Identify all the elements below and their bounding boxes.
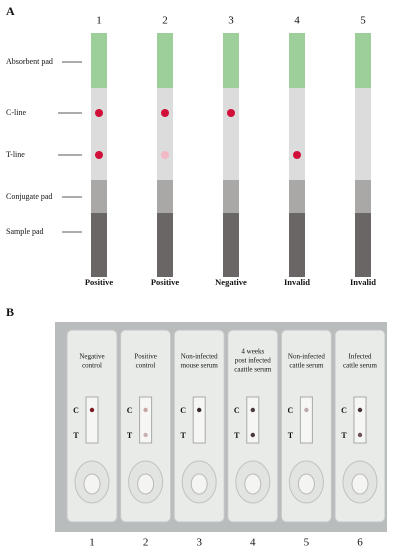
cassette-caption: mouse serum: [181, 362, 219, 370]
conjugate-pad: [355, 180, 371, 213]
t-line-dot: [293, 151, 301, 159]
t-dot: [250, 432, 255, 438]
c-dot: [143, 407, 148, 413]
c-line-dot: [161, 109, 169, 117]
t-label: T: [73, 431, 79, 440]
sample-well: [351, 473, 369, 495]
panel-label: B: [6, 305, 14, 319]
c-label: C: [127, 406, 133, 415]
sample-well: [137, 473, 155, 495]
cassette-caption: Non-infected: [288, 353, 325, 361]
c-dot: [89, 407, 95, 413]
c-dot: [304, 407, 309, 413]
window: [139, 396, 153, 444]
t-line-dot: [161, 151, 169, 159]
t-label: T: [288, 431, 294, 440]
absorbent-pad: [289, 33, 305, 88]
window: [353, 396, 367, 444]
cassette-caption: cattle serum: [343, 362, 378, 370]
cassette-caption: cattle serum: [289, 362, 324, 370]
c-line-dot: [227, 109, 235, 117]
absorbent-pad: [91, 33, 107, 88]
panel-label: A: [6, 4, 15, 18]
sample-pad: [355, 213, 371, 277]
t-dot: [143, 432, 148, 438]
result-label: Negative: [215, 277, 247, 287]
t-label: T: [127, 431, 133, 440]
t-label: T: [234, 431, 240, 440]
c-label: C: [180, 406, 186, 415]
cassette-caption: Positive: [134, 353, 157, 361]
conjugate-pad: [157, 180, 173, 213]
pad-label: T-line: [6, 150, 25, 159]
window: [246, 396, 260, 444]
strip-number: 5: [360, 15, 366, 27]
absorbent-pad: [355, 33, 371, 88]
t-line-dot: [95, 151, 103, 159]
sample-well: [297, 473, 315, 495]
cassette-number: 6: [357, 537, 363, 549]
strip-number: 3: [228, 15, 234, 27]
cassette-number: 2: [143, 537, 149, 549]
pad-label: Absorbent pad: [6, 57, 53, 66]
membrane: [355, 88, 371, 180]
c-label: C: [73, 406, 79, 415]
cassette-caption: control: [136, 362, 156, 370]
cassette-caption: caattle serum: [234, 366, 272, 374]
result-label: Invalid: [284, 277, 310, 287]
result-label: Positive: [151, 277, 180, 287]
cassette-caption: control: [82, 362, 102, 370]
conjugate-pad: [289, 180, 305, 213]
window: [299, 396, 313, 444]
conjugate-pad: [91, 180, 107, 213]
absorbent-pad: [223, 33, 239, 88]
pad-label: Sample pad: [6, 227, 44, 236]
t-dot: [357, 432, 363, 438]
cassette-caption: Non-infected: [181, 353, 218, 361]
c-dot: [357, 407, 363, 413]
absorbent-pad: [157, 33, 173, 88]
c-dot: [250, 407, 255, 413]
membrane: [157, 88, 173, 180]
cassette-number: 3: [196, 537, 202, 549]
cassette-caption: Negative: [79, 353, 104, 361]
strip-number: 1: [96, 15, 102, 27]
strip-number: 2: [162, 15, 168, 27]
result-label: Positive: [85, 277, 114, 287]
window: [192, 396, 206, 444]
sample-well: [190, 473, 208, 495]
cassette-caption: post infected: [235, 357, 271, 365]
c-line-dot: [95, 109, 103, 117]
c-dot: [197, 407, 202, 413]
sample-pad: [157, 213, 173, 277]
cassette-caption: Infected: [349, 353, 372, 361]
pad-label: C-line: [6, 108, 26, 117]
conjugate-pad: [223, 180, 239, 213]
result-label: Invalid: [350, 277, 376, 287]
c-label: C: [234, 406, 240, 415]
sample-pad: [223, 213, 239, 277]
t-label: T: [181, 431, 187, 440]
sample-well: [83, 473, 101, 495]
cassette-number: 1: [89, 537, 95, 549]
c-label: C: [288, 406, 294, 415]
pad-label: Conjugate pad: [6, 192, 52, 201]
sample-pad: [289, 213, 305, 277]
t-label: T: [341, 431, 347, 440]
window: [85, 396, 99, 444]
cassette-number: 4: [250, 537, 256, 549]
sample-well: [244, 473, 262, 495]
membrane: [223, 88, 239, 180]
membrane: [91, 88, 107, 180]
c-label: C: [341, 406, 347, 415]
cassette-number: 5: [304, 537, 310, 549]
strip-number: 4: [294, 15, 300, 27]
membrane: [289, 88, 305, 180]
sample-pad: [91, 213, 107, 277]
cassette-caption: 4 weeks: [241, 348, 264, 356]
